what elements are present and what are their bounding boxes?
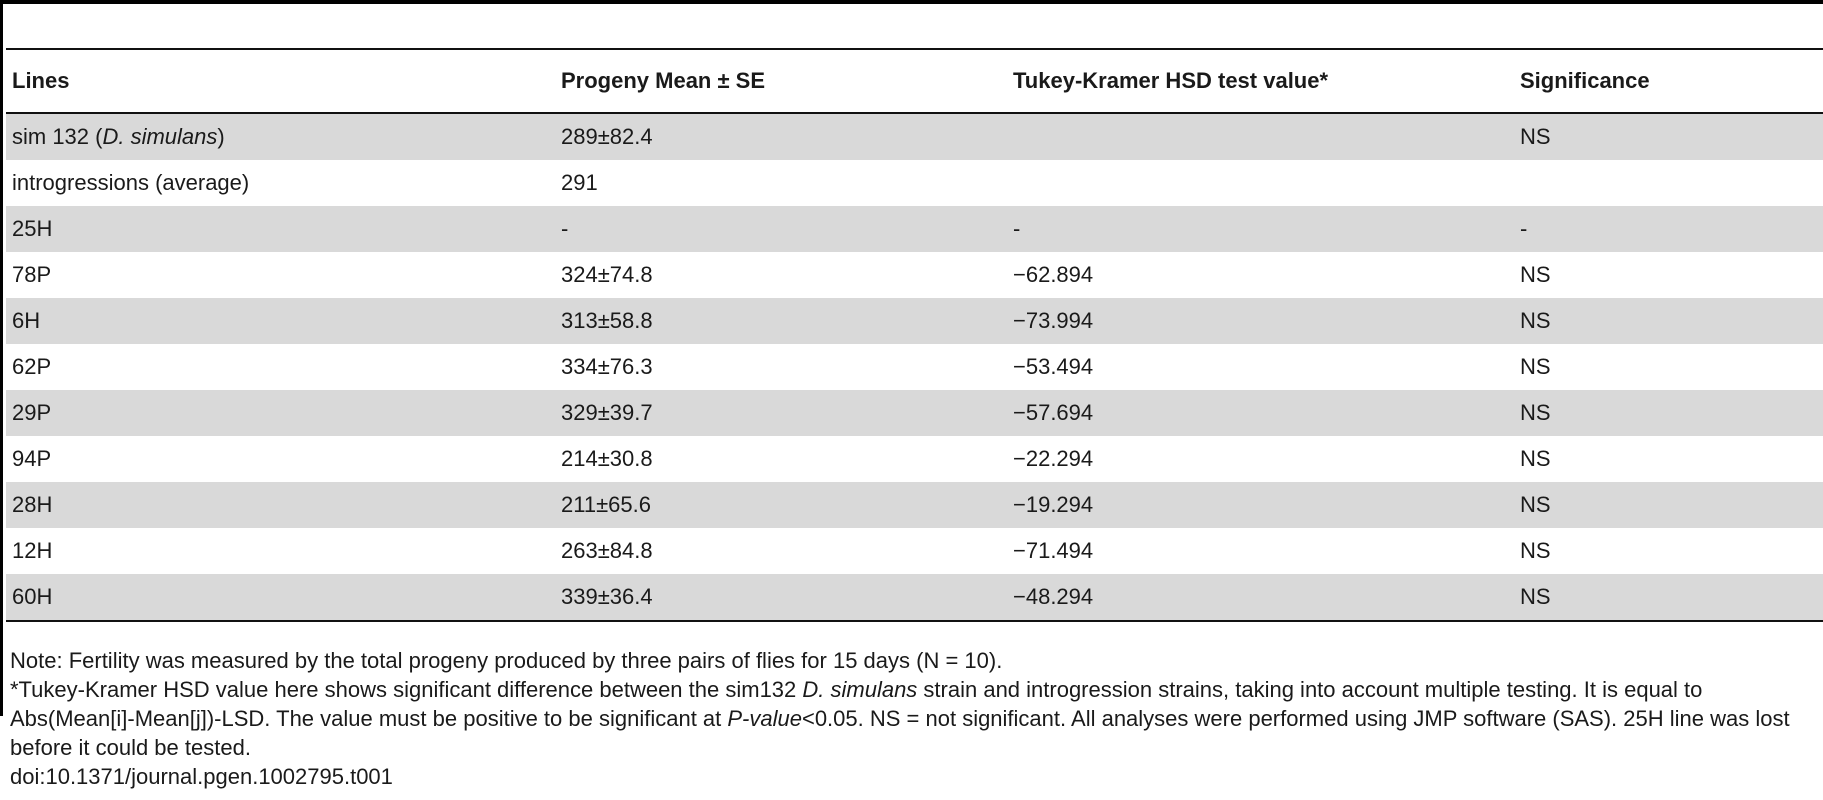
note-fertility: Note: Fertility was measured by the tota… [10, 648, 1003, 673]
cell-line: 6H [12, 308, 41, 333]
cell-significance: NS [1520, 538, 1551, 563]
cell-hsd: −73.994 [1013, 308, 1094, 333]
cell-line: 12H [12, 538, 53, 563]
cell-significance: NS [1520, 492, 1551, 517]
table-row: 29P 329±39.7 −57.694 NS [6, 390, 1823, 436]
cell-line: 62P [12, 354, 52, 379]
table-notes: Note: Fertility was measured by the tota… [10, 646, 1820, 791]
table-row: 78P 324±74.8 −62.894 NS [6, 252, 1823, 298]
table-row: 60H 339±36.4 −48.294 NS [6, 574, 1823, 621]
cell-hsd: −53.494 [1013, 354, 1094, 379]
cell-line: 60H [12, 584, 53, 609]
top-border [0, 0, 1823, 4]
cell-mean: - [561, 216, 569, 241]
cell-line: 28H [12, 492, 53, 517]
cell-mean: 313±58.8 [561, 308, 653, 333]
cell-significance: NS [1520, 584, 1551, 609]
fertility-table: Lines Progeny Mean ± SE Tukey-Kramer HSD… [6, 48, 1823, 622]
cell-significance: NS [1520, 354, 1551, 379]
table-row: introgressions (average) 291 [6, 160, 1823, 206]
cell-mean: 324±74.8 [561, 262, 653, 287]
cell-significance: NS [1520, 400, 1551, 425]
table-row: 94P 214±30.8 −22.294 NS [6, 436, 1823, 482]
note-tukey-text-3: <0.05. NS = not significant. All analyse… [10, 706, 1790, 760]
header-tukey-kramer: Tukey-Kramer HSD test value* [1013, 68, 1329, 93]
table-row: 12H 263±84.8 −71.494 NS [6, 528, 1823, 574]
note-tukey: *Tukey-Kramer HSD value here shows signi… [10, 675, 1820, 762]
cell-hsd: - [1013, 216, 1021, 241]
cell-mean: 214±30.8 [561, 446, 653, 471]
cell-significance: NS [1520, 446, 1551, 471]
cell-hsd: −62.894 [1013, 262, 1094, 287]
table-header-row: Lines Progeny Mean ± SE Tukey-Kramer HSD… [6, 49, 1823, 113]
note-tukey-species: D. simulans [802, 677, 918, 702]
doi-link[interactable]: doi:10.1371/journal.pgen.1002795.t001 [10, 764, 393, 789]
cell-line: 25H [12, 216, 53, 241]
cell-line: 78P [12, 262, 52, 287]
cell-mean: 263±84.8 [561, 538, 653, 563]
table-row: 28H 211±65.6 −19.294 NS [6, 482, 1823, 528]
cell-line: 29P [12, 400, 52, 425]
cell-line: sim 132 (D. simulans) [6, 113, 555, 160]
line-species: D. simulans [102, 124, 218, 149]
note-tukey-text-2: strain and introgression strains, taking… [10, 677, 1703, 731]
cell-line: 94P [12, 446, 52, 471]
cell-hsd: −19.294 [1013, 492, 1094, 517]
cell-hsd: −22.294 [1013, 446, 1094, 471]
cell-mean: 334±76.3 [561, 354, 653, 379]
header-significance: Significance [1520, 68, 1650, 93]
data-table-container: Lines Progeny Mean ± SE Tukey-Kramer HSD… [6, 48, 1823, 622]
cell-line: introgressions (average) [12, 170, 250, 195]
header-progeny-mean: Progeny Mean ± SE [561, 68, 766, 93]
cell-hsd: −71.494 [1013, 538, 1094, 563]
cell-mean: 339±36.4 [561, 584, 653, 609]
note-tukey-pvalue: P-value [727, 706, 802, 731]
header-lines: Lines [12, 68, 70, 93]
table-row: 62P 334±76.3 −53.494 NS [6, 344, 1823, 390]
left-border [0, 0, 3, 716]
cell-mean: 211±65.6 [561, 492, 651, 517]
cell-significance: - [1520, 216, 1528, 241]
cell-hsd: −48.294 [1013, 584, 1094, 609]
table-row: 25H - - - [6, 206, 1823, 252]
cell-mean: 329±39.7 [561, 400, 653, 425]
cell-significance [1514, 160, 1823, 206]
line-suffix: ) [217, 124, 225, 149]
cell-hsd: −57.694 [1013, 400, 1094, 425]
note-tukey-text-1: *Tukey-Kramer HSD value here shows signi… [10, 677, 803, 702]
cell-significance: NS [1520, 308, 1551, 333]
cell-hsd [1007, 160, 1514, 206]
table-row: sim 132 (D. simulans) 289±82.4 NS [6, 113, 1823, 160]
cell-mean: 291 [561, 170, 598, 195]
cell-significance: NS [1520, 124, 1551, 149]
table-row: 6H 313±58.8 −73.994 NS [6, 298, 1823, 344]
cell-mean: 289±82.4 [561, 124, 653, 149]
cell-significance: NS [1520, 262, 1551, 287]
line-prefix: sim 132 ( [12, 124, 103, 149]
cell-hsd [1007, 113, 1514, 160]
